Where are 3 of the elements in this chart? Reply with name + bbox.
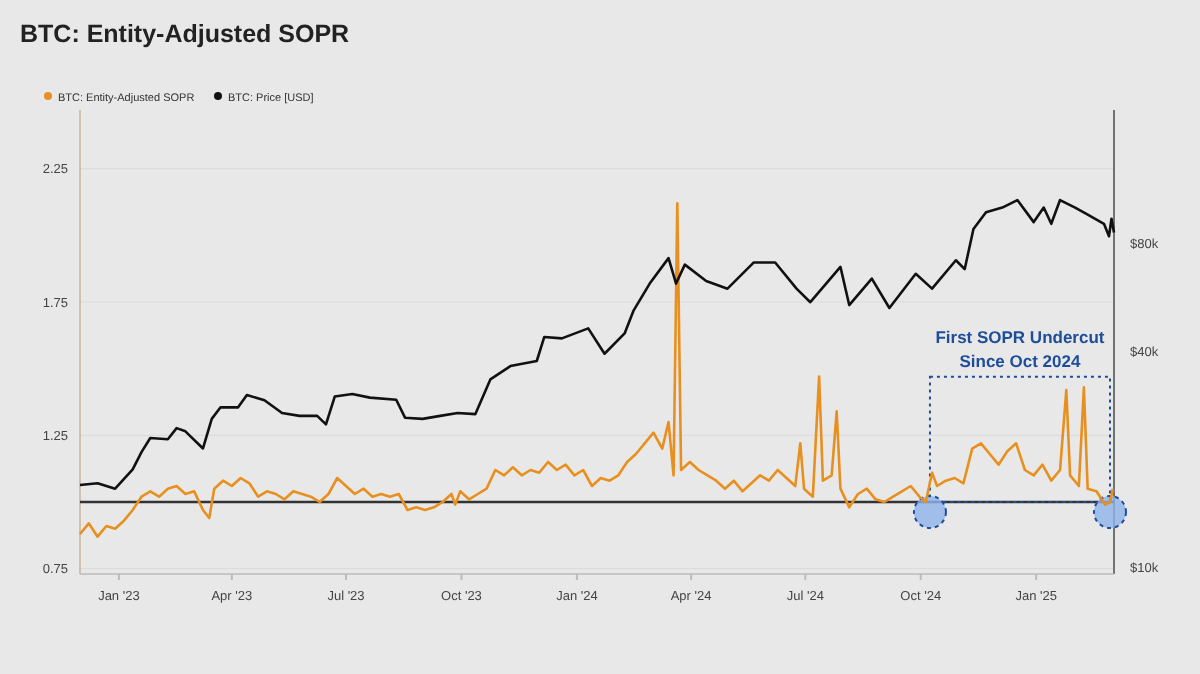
annotation: First SOPR Undercut Since Oct 2024: [935, 326, 1105, 371]
line-series: [78, 198, 1116, 491]
chart-title: BTC: Entity-Adjusted SOPR: [20, 20, 350, 48]
